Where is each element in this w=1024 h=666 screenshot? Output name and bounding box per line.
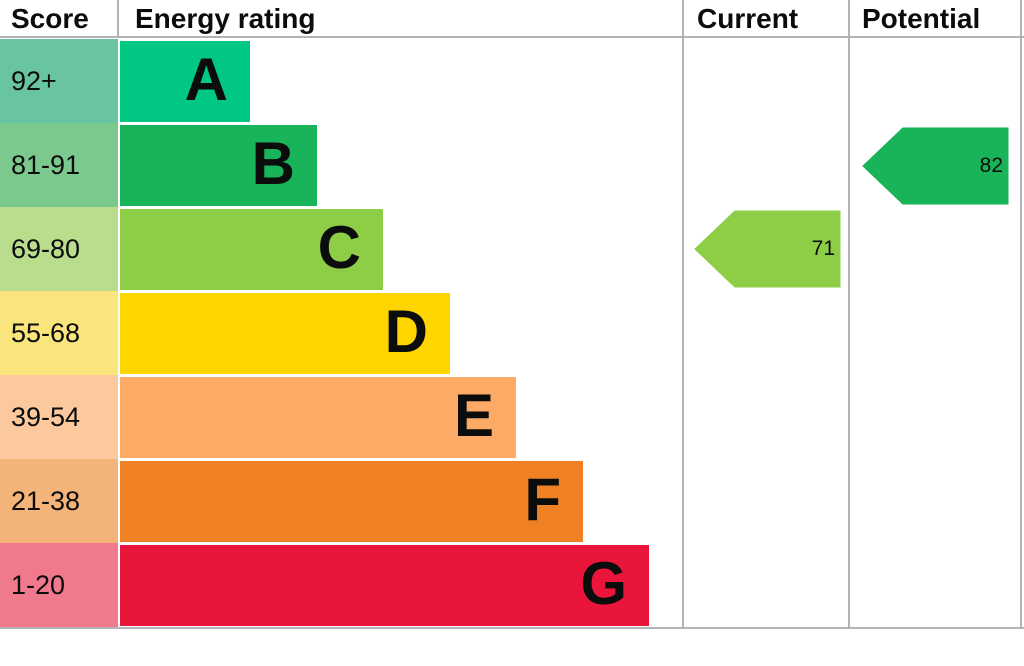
band-letter-f: F	[524, 466, 561, 533]
current-column-divider	[682, 0, 684, 629]
current-column-header: Current	[697, 3, 799, 34]
score-column-header: Score	[11, 3, 89, 34]
score-range-g: 1-20	[0, 543, 118, 627]
band-letter-a: A	[184, 46, 228, 113]
band-bar-e: E	[120, 375, 516, 459]
energy-rating-column-header: Energy rating	[135, 3, 316, 34]
score-range-e: 39-54	[0, 375, 118, 459]
band-bar-f: F	[120, 459, 583, 543]
score-range-b: 81-91	[0, 123, 118, 207]
band-row-f: 21-38 F	[0, 459, 1024, 543]
current-rating-marker: 71	[689, 207, 845, 291]
band-row-d: 55-68 D	[0, 291, 1024, 375]
potential-column-divider	[848, 0, 850, 629]
band-bar-g: G	[120, 543, 649, 627]
band-bar-d: D	[120, 291, 450, 375]
band-row-c: 69-80 C	[0, 207, 1024, 291]
potential-rating-marker: 82	[857, 124, 1013, 208]
band-row-b: 81-91 B	[0, 123, 1024, 207]
band-bar-a: A	[120, 39, 250, 123]
band-bar-c: C	[120, 207, 383, 291]
potential-rating-value: 82	[979, 154, 1003, 177]
band-letter-e: E	[453, 382, 494, 449]
header-underline	[0, 36, 1024, 38]
score-header-divider	[117, 0, 119, 36]
right-border-line	[1020, 0, 1022, 629]
score-range-c: 69-80	[0, 207, 118, 291]
band-bar-b: B	[120, 123, 317, 207]
band-letter-b: B	[251, 130, 295, 197]
band-letter-c: C	[317, 214, 361, 281]
potential-column-header: Potential	[862, 3, 981, 34]
band-row-e: 39-54 E	[0, 375, 1024, 459]
band-letter-g: G	[580, 550, 627, 617]
chart-bottom-line	[0, 627, 1024, 629]
band-letter-d: D	[384, 298, 428, 365]
score-range-d: 55-68	[0, 291, 118, 375]
band-row-g: 1-20 G	[0, 543, 1024, 627]
current-arrow-icon	[689, 207, 844, 291]
score-range-a: 92+	[0, 39, 118, 123]
current-rating-value: 71	[811, 237, 835, 260]
score-range-f: 21-38	[0, 459, 118, 543]
band-row-a: 92+ A	[0, 39, 1024, 123]
potential-arrow-icon	[857, 124, 1012, 208]
